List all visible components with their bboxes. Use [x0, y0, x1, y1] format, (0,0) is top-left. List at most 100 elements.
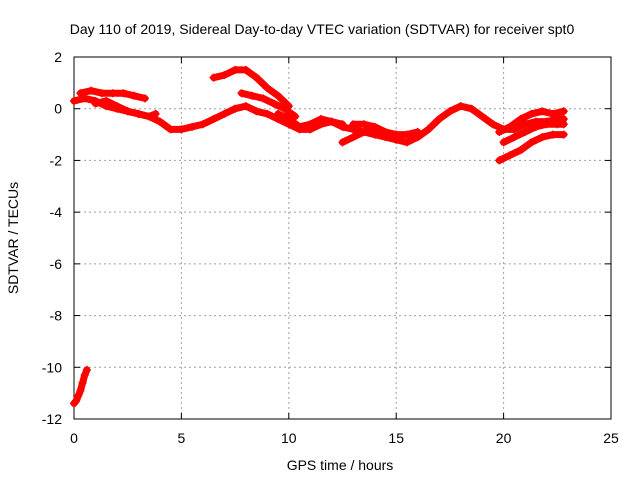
chart-title: Day 110 of 2019, Sidereal Day-to-day VTE…	[70, 21, 575, 37]
data-point	[349, 120, 358, 129]
data-point	[209, 73, 218, 82]
data-point	[559, 107, 568, 116]
plot-frame	[73, 56, 612, 420]
data-point	[499, 138, 508, 147]
series-band-20-23-mid	[499, 120, 568, 147]
data-point	[145, 112, 154, 121]
data-point	[456, 102, 465, 111]
data-point	[274, 91, 283, 100]
data-point	[327, 117, 336, 126]
data-point	[252, 73, 261, 82]
data-point	[269, 99, 278, 108]
x-axis-label: GPS time / hours	[287, 457, 394, 473]
y-tick-label: -10	[42, 359, 62, 375]
data-point	[413, 127, 422, 136]
data-point	[359, 127, 368, 136]
data-point	[82, 365, 91, 374]
data-point	[284, 115, 293, 124]
data-point	[134, 109, 143, 118]
x-tick-label: 10	[281, 430, 297, 446]
data-point	[538, 107, 547, 116]
data-point	[506, 122, 515, 131]
data-point	[445, 107, 454, 116]
data-point	[220, 71, 229, 80]
data-point	[510, 133, 519, 142]
data-point	[291, 112, 300, 121]
data-point	[80, 371, 89, 380]
data-point	[72, 396, 81, 405]
data-point	[166, 125, 175, 134]
data-point	[231, 65, 240, 74]
data-point	[516, 115, 525, 124]
series-secondary-8-10	[237, 89, 300, 121]
data-point	[102, 96, 111, 105]
data-point	[338, 138, 347, 147]
data-point	[538, 133, 547, 142]
data-point	[177, 125, 186, 134]
y-tick-label: -2	[50, 152, 63, 168]
series-band-13-16	[349, 120, 422, 139]
data-point	[259, 94, 268, 103]
x-tick-label: 0	[70, 430, 78, 446]
data-point	[78, 378, 87, 387]
series-band-10-13	[274, 109, 347, 131]
data-point	[317, 115, 326, 124]
y-tick-label: -12	[42, 411, 62, 427]
data-point	[559, 120, 568, 129]
data-point	[402, 138, 411, 147]
y-tick-labels: 2 0 -2 -4 -6 -8 -10 -12	[42, 49, 62, 427]
data-point	[252, 107, 261, 116]
series-upper-band-a	[76, 86, 149, 103]
data-point	[188, 122, 197, 131]
data-series	[70, 65, 568, 408]
data-point	[151, 109, 160, 118]
x-tick-label: 5	[178, 430, 186, 446]
data-point	[306, 120, 315, 129]
data-point	[521, 127, 530, 136]
data-point	[349, 133, 358, 142]
data-point	[91, 99, 100, 108]
data-point	[155, 117, 164, 126]
series-band-20-23-upper	[495, 107, 568, 136]
x-tick-labels: 0 5 10 15 20 25	[70, 430, 619, 446]
series-band-20-23-lower	[495, 130, 568, 165]
data-point	[108, 89, 117, 98]
series-early-drop	[70, 365, 91, 408]
data-point	[381, 127, 390, 136]
x-tick-label: 25	[603, 430, 619, 446]
data-point	[506, 151, 515, 160]
data-point	[237, 89, 246, 98]
y-axis-label: SDTVAR / TECUs	[5, 182, 21, 294]
data-point	[263, 109, 272, 118]
y-tick-label: -8	[50, 308, 63, 324]
y-tick-label: -4	[50, 204, 63, 220]
series-upper-band-b	[91, 96, 160, 121]
data-point	[263, 84, 272, 93]
data-point	[130, 91, 139, 100]
data-point	[248, 91, 257, 100]
data-point	[209, 115, 218, 124]
data-point	[435, 115, 444, 124]
data-point	[112, 102, 121, 111]
x-tick-label: 15	[388, 430, 404, 446]
data-point	[402, 130, 411, 139]
data-point	[338, 120, 347, 129]
data-point	[531, 122, 540, 131]
data-point	[467, 104, 476, 113]
data-point	[87, 86, 96, 95]
data-point	[370, 122, 379, 131]
data-point	[549, 130, 558, 139]
data-point	[295, 122, 304, 131]
data-point	[220, 109, 229, 118]
series-line	[210, 66, 293, 110]
data-point	[549, 109, 558, 118]
data-point	[478, 112, 487, 121]
data-point	[198, 120, 207, 129]
data-point	[119, 89, 128, 98]
data-point	[97, 89, 106, 98]
y-tick-label: 0	[54, 101, 62, 117]
data-point	[527, 138, 536, 147]
data-point	[359, 120, 368, 129]
x-tick-label: 20	[496, 430, 512, 446]
